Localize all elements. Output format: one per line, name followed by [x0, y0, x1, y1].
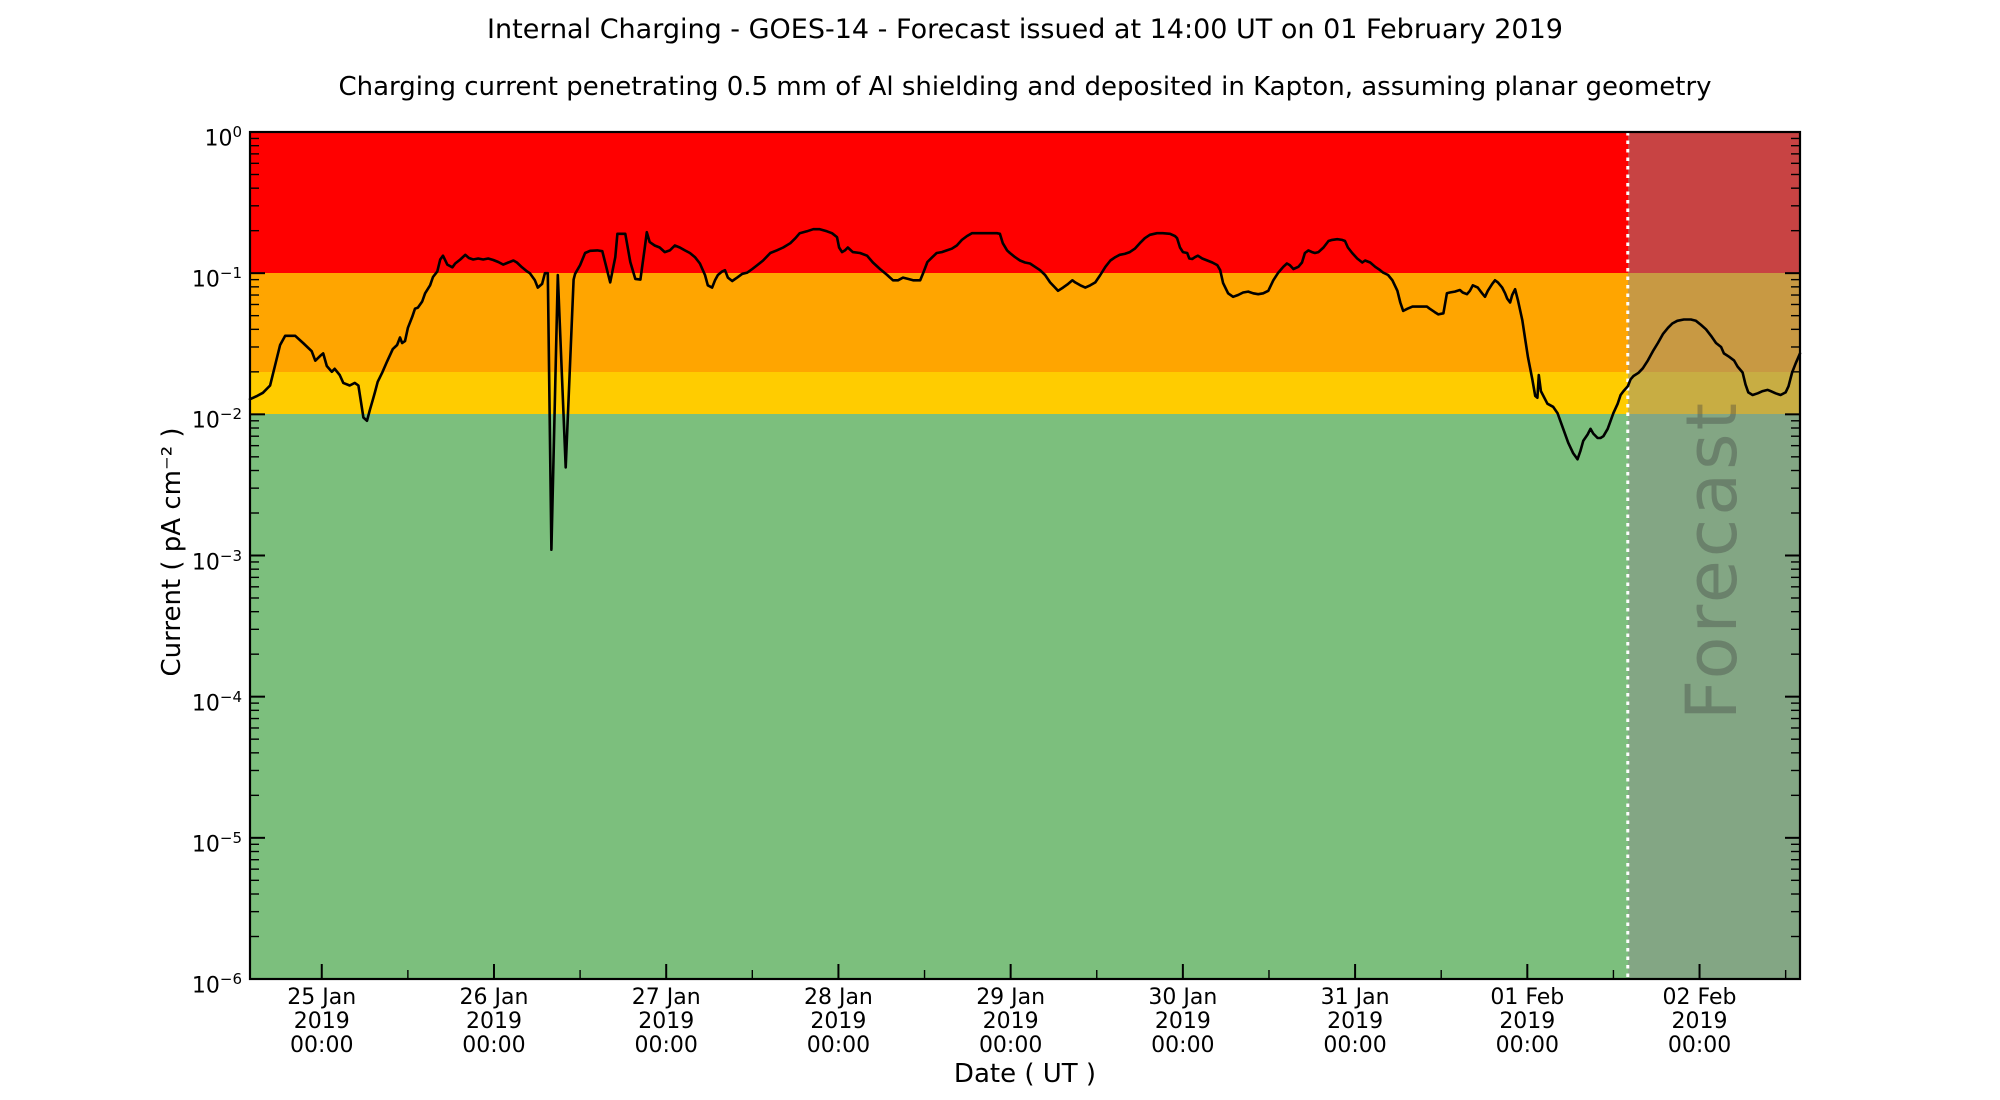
- x-tick-label: 30 Jan 2019 00:00: [1148, 985, 1218, 1058]
- x-tick-label: 28 Jan 2019 00:00: [803, 985, 873, 1058]
- band-red: [250, 132, 1800, 274]
- plot-frame: [248, 130, 1802, 981]
- forecast-overlay: [1627, 132, 1800, 979]
- y-tick-label: 10−3: [191, 546, 242, 575]
- y-tick-label: 10−4: [191, 687, 242, 716]
- y-tick-label: 10−6: [191, 970, 242, 999]
- x-tick-label: 29 Jan 2019 00:00: [976, 985, 1046, 1058]
- x-tick-label: 26 Jan 2019 00:00: [459, 985, 529, 1058]
- charging-current-line: [248, 227, 1802, 552]
- y-tick-label: 10−2: [191, 405, 242, 434]
- y-axis-label: Current ( pA cm⁻² ): [157, 427, 187, 677]
- band-green: [250, 414, 1800, 979]
- x-tick-label: 27 Jan 2019 00:00: [631, 985, 701, 1058]
- band-orange: [250, 273, 1800, 372]
- chart-subtitle: Charging current penetrating 0.5 mm of A…: [338, 72, 1712, 102]
- x-tick-label: 25 Jan 2019 00:00: [287, 985, 357, 1058]
- x-tick-label: 31 Jan 2019 00:00: [1320, 985, 1390, 1058]
- x-tick-label: 01 Feb 2019 00:00: [1490, 985, 1565, 1058]
- x-tick-label: 02 Feb 2019 00:00: [1662, 985, 1737, 1058]
- chart-title: Internal Charging - GOES-14 - Forecast i…: [487, 14, 1563, 45]
- x-axis-label: Date ( UT ): [953, 1059, 1097, 1089]
- y-tick-label: 10−1: [191, 264, 242, 293]
- y-tick-label: 10−5: [191, 828, 242, 858]
- y-tick-label: 100: [204, 123, 242, 152]
